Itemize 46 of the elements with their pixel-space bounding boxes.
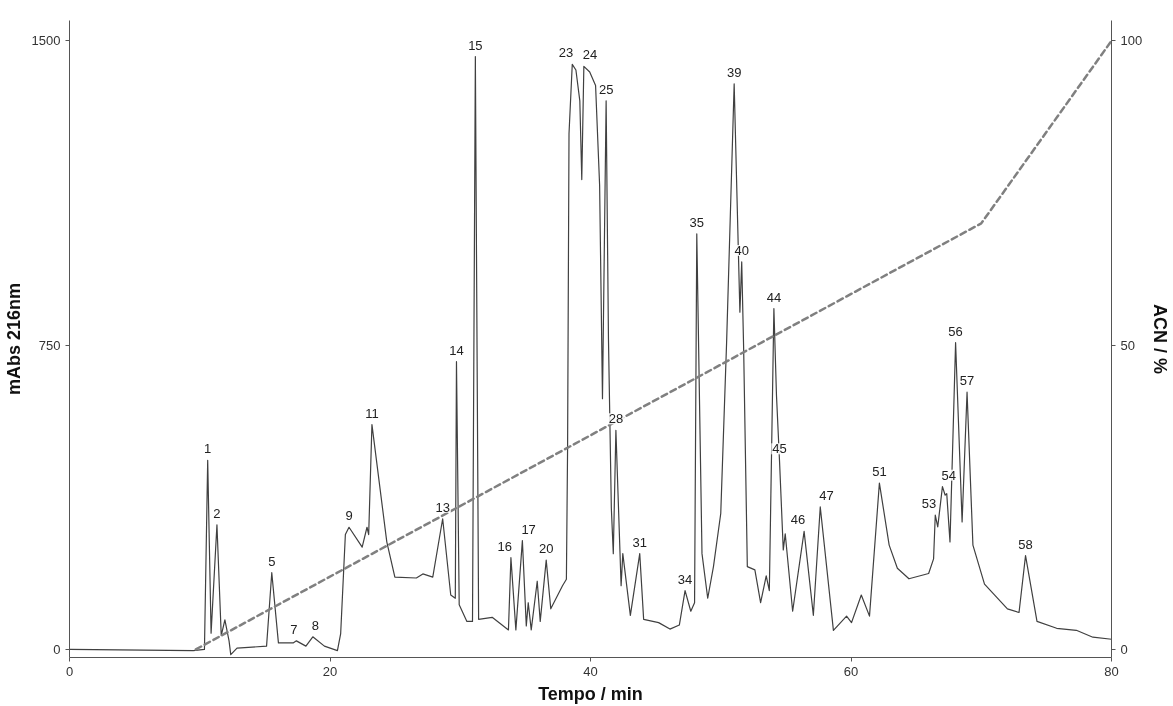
y2-axis-title: ACN / % — [1150, 304, 1171, 375]
x-tick-label: 40 — [583, 663, 598, 679]
annotation: 1 — [204, 441, 212, 457]
annotation: 5 — [268, 553, 276, 569]
y2-tick-label: 0 — [1120, 641, 1128, 657]
x-tick-label: 0 — [65, 663, 74, 679]
annotation: 23 — [558, 45, 574, 61]
y-tick-label: 0 — [53, 641, 61, 657]
annotation: 53 — [921, 496, 937, 512]
annotation: 31 — [632, 534, 647, 550]
annotation: 9 — [345, 508, 353, 524]
annotation: 56 — [948, 323, 963, 339]
annotation: 40 — [734, 242, 749, 258]
annotation: 24 — [582, 47, 598, 63]
annotation: 58 — [1018, 536, 1033, 552]
x-tick-label: 60 — [843, 663, 859, 679]
x-tick-label: 80 — [1104, 663, 1119, 679]
annotation: 2 — [213, 505, 221, 521]
annotation: 45 — [772, 441, 787, 457]
x-tick-label: 20 — [322, 663, 338, 679]
annotation: 7 — [290, 621, 298, 637]
y-axis-title: mAbs 216nm — [3, 282, 24, 396]
annotation: 51 — [872, 464, 887, 480]
annotation: 25 — [598, 81, 614, 97]
annotation: 46 — [790, 512, 806, 528]
annotation: 16 — [497, 538, 512, 554]
annotation: 35 — [689, 214, 705, 230]
annotation: 44 — [766, 289, 782, 305]
annotation: 57 — [959, 373, 975, 389]
annotation: 13 — [435, 499, 450, 515]
annotation: 20 — [538, 541, 554, 557]
annotation: 11 — [365, 405, 379, 421]
annotation: 28 — [608, 411, 624, 427]
x-axis-title: Tempo / min — [538, 683, 643, 704]
y2-tick-label: 50 — [1120, 337, 1135, 353]
y-tick-label: 750 — [38, 337, 61, 353]
annotation: 15 — [468, 37, 483, 53]
annotation: 47 — [819, 487, 834, 503]
annotation: 14 — [449, 342, 464, 358]
annotation: 8 — [311, 617, 320, 633]
y-tick-label: 1500 — [31, 33, 61, 49]
annotation: 39 — [726, 64, 742, 80]
y2-tick-label: 100 — [1120, 33, 1143, 49]
annotation: 34 — [677, 571, 693, 587]
annotation: 17 — [521, 521, 536, 537]
annotation: 54 — [941, 467, 956, 483]
